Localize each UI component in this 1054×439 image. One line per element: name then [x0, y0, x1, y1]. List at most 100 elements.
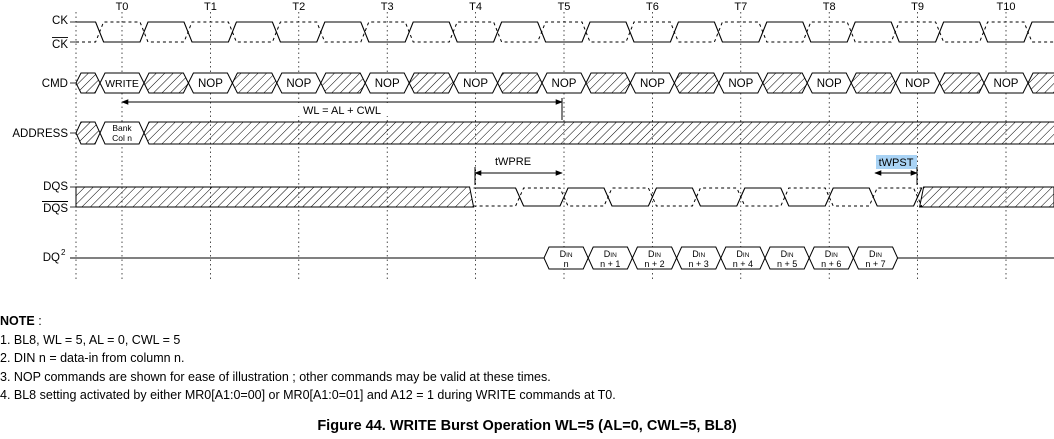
cmd-dontcare [762, 72, 808, 94]
note-item: 4. BL8 setting activated by either MR0[A… [0, 388, 616, 403]
svg-text:2: 2 [61, 248, 66, 257]
address-dontcare [143, 121, 1054, 145]
cmd-dontcare [850, 72, 897, 94]
address-bank-label: Bank [112, 123, 132, 133]
dq-data-label: DIN [736, 249, 749, 259]
twpst-annotation: tWPST [874, 155, 918, 185]
dq-data-index: n + 1 [600, 259, 620, 269]
cmd-label: NOP [905, 78, 930, 90]
cmd-label: NOP [552, 78, 577, 90]
wl-annotation: WL = AL + CWL [121, 98, 563, 120]
cmd-slot [276, 72, 322, 94]
ck-bar-waveform [76, 21, 1054, 43]
ck-label: CK [52, 15, 68, 27]
cmd-slot [806, 72, 852, 94]
ck-waveform [76, 21, 1054, 43]
dq-data-index: n [564, 259, 569, 269]
clock-label: T3 [381, 1, 394, 13]
clock-label: T2 [292, 1, 305, 13]
notes-section: NOTE : 1. BL8, WL = 5, AL = 0, CWL = 5 2… [0, 312, 616, 405]
clock-label: T10 [997, 1, 1016, 13]
cmd-label: NOP [286, 78, 311, 90]
dq-data-label: DIN [781, 249, 794, 259]
dqs-waveform [473, 187, 923, 207]
dq-data-index: n + 5 [777, 259, 797, 269]
dqs-label: DQS [43, 181, 68, 193]
cmd-label: NOP [198, 78, 223, 90]
cmd-slot [187, 72, 233, 94]
svg-text:CK: CK [52, 39, 68, 51]
clock-label: T4 [469, 1, 482, 13]
cmd-slot [983, 72, 1029, 94]
dq-data-label: DIN [604, 249, 617, 259]
cmd-label: WRITE [105, 78, 139, 90]
dq-data-index: n + 2 [644, 259, 664, 269]
cmd-slot [364, 72, 410, 94]
clock-label: T0 [116, 1, 129, 13]
dq-data-label: DIN [648, 249, 661, 259]
cmd-slot [629, 72, 675, 94]
dqs-bar-waveform [473, 187, 923, 207]
cmd-slot [99, 72, 145, 94]
wl-label: WL = AL + CWL [303, 105, 381, 117]
dq-data-slot [852, 246, 899, 270]
cmd-label: NOP [463, 78, 488, 90]
cmd-label: CMD [42, 78, 68, 90]
dqs-dontcare [918, 186, 1054, 208]
dq-data-label: DIN [560, 249, 573, 259]
notes-heading: NOTE : [0, 314, 42, 328]
dq-data-slot [808, 246, 854, 270]
note-item: 1. BL8, WL = 5, AL = 0, CWL = 5 [0, 332, 181, 347]
cmd-label: NOP [994, 78, 1019, 90]
dq-data-slot [543, 246, 589, 270]
cmd-slot [895, 72, 941, 94]
clock-label: T5 [558, 1, 571, 13]
twpre-label: tWPRE [495, 156, 531, 168]
dq-label: DQ 2 [43, 248, 66, 264]
clock-label: T8 [823, 1, 836, 13]
clock-label: T1 [204, 1, 217, 13]
cmd-dontcare [585, 72, 631, 94]
cmd-dontcare [320, 72, 366, 94]
twpre-annotation: tWPRE [474, 156, 563, 185]
cmd-dontcare [939, 72, 985, 94]
timing-diagram: CK CK CMD ADDRESS DQS DQS DQ 2 T0 T1 T2 T3 T… [12, 1, 1054, 282]
address-col-label: Col n [112, 133, 132, 143]
address-valid [99, 121, 145, 145]
cmd-dontcare [408, 72, 455, 94]
figure-caption: Figure 44. WRITE Burst Operation WL=5 (A… [317, 418, 737, 434]
ck-bar-label: CK [52, 37, 68, 51]
dq-data-label: DIN [825, 249, 838, 259]
clock-label: T7 [734, 1, 747, 13]
address-dontcare [75, 121, 101, 145]
svg-text:DQ: DQ [43, 252, 60, 264]
cmd-slot [453, 72, 499, 94]
dq-data-slot [720, 246, 766, 270]
cmd-dontcare [497, 72, 543, 94]
dqs-bar-label: DQS [42, 201, 68, 215]
address-label: ADDRESS [12, 128, 68, 140]
dqs-dontcare [75, 186, 475, 208]
dq-data-index: n + 4 [733, 259, 753, 269]
dq-data-slot [587, 246, 633, 270]
note-item: 2. DIN n = data-in from column n. [0, 351, 185, 366]
dq-data-label: DIN [869, 249, 882, 259]
clock-label: T9 [911, 1, 924, 13]
dq-data-index: n + 3 [689, 259, 709, 269]
note-item: 3. NOP commands are shown for ease of il… [0, 369, 551, 384]
cmd-label: NOP [375, 78, 400, 90]
twpst-label: tWPST [879, 157, 914, 169]
cmd-label: NOP [817, 78, 842, 90]
cmd-slot [541, 72, 587, 94]
cmd-dontcare [231, 72, 278, 94]
dq-data-index: n + 6 [821, 259, 841, 269]
dq-data-slot [676, 246, 722, 270]
dq-data-slot [764, 246, 810, 270]
cmd-dontcare [1027, 72, 1054, 94]
dq-data-index: n + 7 [865, 259, 885, 269]
dq-data-label: DIN [692, 249, 705, 259]
cmd-label: NOP [640, 78, 665, 90]
cmd-dontcare [143, 72, 189, 94]
svg-text:DQS: DQS [43, 203, 68, 215]
clock-label: T6 [646, 1, 659, 13]
